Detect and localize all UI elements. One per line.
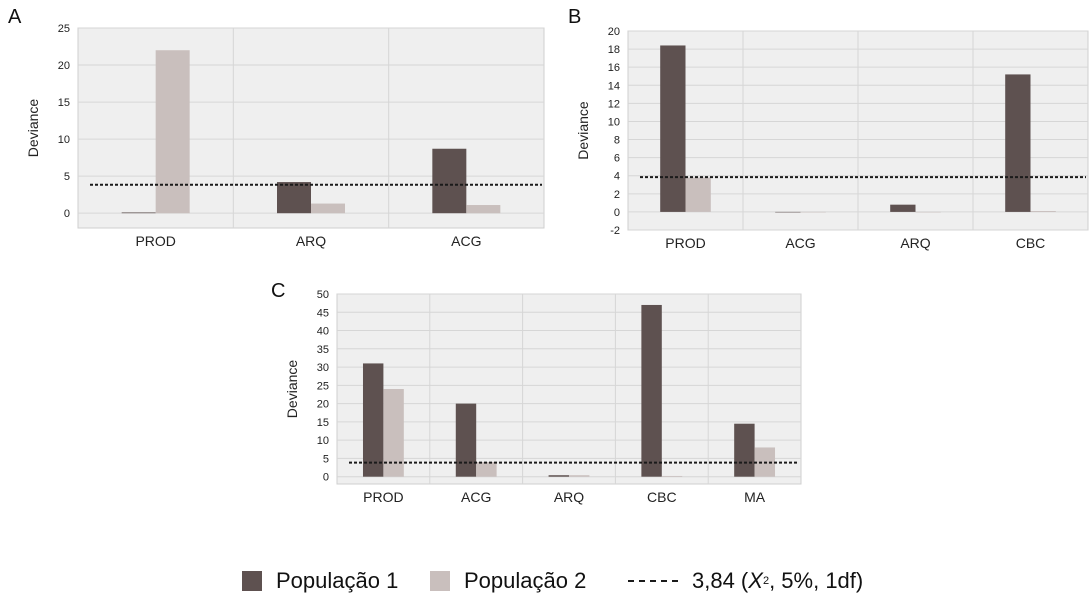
chart-c-ylabel: Deviance	[284, 360, 300, 419]
chart-c-xtick-label: PROD	[363, 489, 403, 505]
chart-b-xtick-label: ARQ	[900, 235, 930, 251]
chart-c-ytick-label: 50	[317, 289, 329, 301]
chart-b-svg: -2 0 2 4 6 8 10 12 14 16 18 20 PROD ACG ARQ CBC Deviance	[575, 26, 1089, 251]
chart-a-bar-series2	[311, 203, 345, 214]
legend-label-threshold-chi: X	[748, 568, 763, 593]
chart-b-bar-series1	[890, 204, 916, 212]
chart-b-ytick-label: 8	[614, 135, 620, 147]
chart-a-bar-series1	[432, 148, 467, 214]
chart-c-ytick-label: 10	[317, 435, 329, 447]
panel-letter-c: C	[271, 280, 286, 302]
chart-a-bar-series2	[155, 50, 190, 214]
chart-b-ytick-label: 18	[608, 44, 620, 56]
legend-item-series1: População 1	[242, 568, 398, 594]
chart-c-bar-series1	[455, 403, 477, 477]
chart-c-ytick-label: 0	[323, 472, 329, 484]
chart-a-ytick-label: 25	[58, 23, 70, 35]
chart-b-bar-series1	[660, 45, 686, 212]
chart-c-bar-series1	[548, 475, 569, 477]
chart-b-bar-series2	[915, 211, 941, 213]
chart-a-ylabel: Deviance	[25, 99, 41, 158]
chart-b-xtick-label: PROD	[665, 235, 705, 251]
chart-b-ytick-label: 14	[608, 80, 620, 92]
chart-c-xtick-label: ACG	[461, 489, 491, 505]
chart-b-ytick-label: 6	[614, 153, 620, 165]
legend-item-series2: População 2	[430, 568, 586, 594]
chart-a-bar-series2	[466, 205, 501, 214]
chart-c-ytick-label: 20	[317, 399, 329, 411]
chart-b-bar-series2	[800, 211, 826, 213]
chart-c-xtick-label: CBC	[647, 489, 677, 505]
chart-b-ytick-label: 12	[608, 98, 620, 110]
chart-c-ytick-label: 25	[317, 380, 329, 392]
chart-c-ytick-label: 30	[317, 362, 329, 374]
chart-c-bar-series1	[362, 363, 384, 477]
chart-c-plot-area	[336, 293, 802, 485]
chart-a-bar-series1	[277, 182, 311, 214]
legend-swatch-series2	[430, 571, 450, 591]
chart-c-bar-series2	[661, 475, 683, 477]
chart-a-ytick-label: 20	[58, 60, 70, 72]
chart-c-ytick-label: 35	[317, 344, 329, 356]
chart-b-xtick-label: ACG	[785, 235, 815, 251]
chart-b-bar-series1	[1005, 74, 1031, 212]
chart-a-xtick-label: PROD	[135, 233, 175, 249]
panel-letter-b: B	[568, 6, 582, 28]
panel-letter-a: A	[8, 6, 22, 28]
chart-a-ytick-label: 5	[64, 171, 70, 183]
legend-label-series1: População 1	[276, 568, 399, 593]
chart-a-svg: 0 5 10 15 20 25 PROD ARQ ACG Deviance	[25, 23, 545, 249]
legend-label-threshold-prefix: 3,84 (	[692, 568, 749, 593]
chart-b-ytick-label: 10	[608, 116, 620, 128]
chart-b-ytick-label: 20	[608, 26, 620, 38]
chart-c-svg: 0 5 10 15 20 25 30 35 40 45 50 PROD ACG ARQ CBC MA Devia…	[284, 289, 802, 505]
legend: População 1 População 2 3,84 (X 2, 5%, 1d…	[0, 562, 1091, 598]
chart-a-ytick-label: 0	[64, 208, 70, 220]
legend-swatch-series1	[242, 571, 262, 591]
chart-c-bar-series1	[641, 304, 662, 477]
legend-label-series2: População 2	[464, 568, 587, 593]
chart-c-ytick-label: 5	[323, 453, 329, 465]
chart-c-xtick-label: MA	[744, 489, 766, 505]
legend-item-threshold: 3,84 (X 2, 5%, 1df)	[628, 568, 863, 594]
chart-b-bar-series1	[775, 211, 801, 213]
chart-c-ytick-label: 45	[317, 307, 329, 319]
chart-b-ytick-label: 4	[614, 171, 620, 183]
chart-a-bar-series1	[121, 212, 156, 214]
chart-a-ytick-label: 15	[58, 97, 70, 109]
legend-label-threshold-suffix: , 5%, 1df)	[769, 568, 864, 593]
chart-a-xtick-label: ARQ	[296, 233, 326, 249]
chart-b-ytick-label: 16	[608, 62, 620, 74]
chart-c-ytick-label: 40	[317, 326, 329, 338]
chart-c-ytick-label: 15	[317, 417, 329, 429]
chart-a-xtick-label: ACG	[451, 233, 481, 249]
chart-b-ytick-label: 0	[614, 207, 620, 219]
chart-b-ylabel: Deviance	[575, 101, 591, 160]
chart-c-bar-series1	[734, 423, 755, 477]
chart-c-xtick-label: ARQ	[554, 489, 584, 505]
legend-dash-sample	[628, 580, 678, 582]
chart-c-bar-series2	[383, 389, 404, 477]
legend-label-threshold-sup: 2	[762, 575, 770, 587]
chart-c-bar-series2	[476, 462, 497, 477]
chart-b-xtick-label: CBC	[1016, 235, 1046, 251]
chart-b-bar-series2	[685, 177, 711, 212]
chart-b-bar-series2	[1030, 211, 1056, 212]
chart-b-ytick-label: 2	[614, 189, 620, 201]
chart-c-bar-series2	[569, 475, 590, 477]
chart-b-ytick-label: -2	[610, 225, 620, 237]
chart-a-ytick-label: 10	[58, 134, 70, 146]
